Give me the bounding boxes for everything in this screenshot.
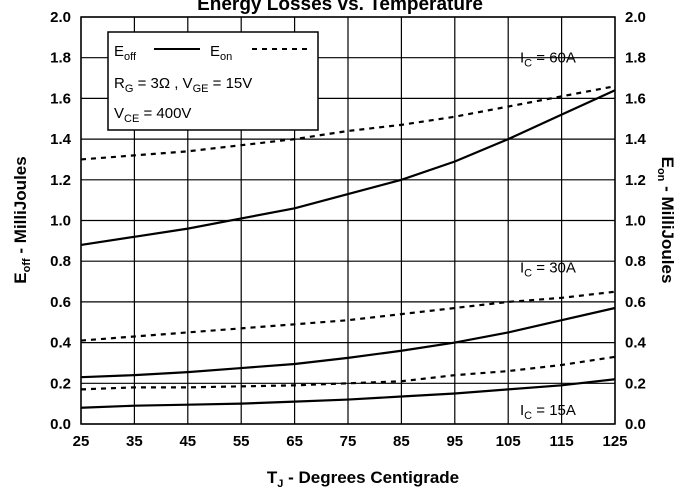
y-tick-label-left: 1.4 (50, 131, 72, 148)
x-tick-label: 125 (602, 433, 627, 450)
x-ticks: 25 35 45 55 65 75 85 95 105 115 125 (73, 433, 628, 450)
x-tick-label: 35 (126, 433, 143, 450)
plot-frame (80, 16, 616, 425)
series-eoff-30A (80, 306, 616, 379)
series-eoff-60A (80, 89, 616, 247)
curve-label-15a: IC = 15A (520, 402, 576, 422)
curve-label-30a: IC = 30A (520, 259, 576, 279)
plot-area (80, 85, 616, 409)
legend-vce: VCE = 400V (114, 105, 191, 125)
y-tick-label-right: 1.8 (625, 50, 646, 67)
y-tick-label-right: 0.4 (625, 335, 647, 352)
y-tick-label-right: 1.6 (625, 90, 646, 107)
y-tick-label-right: 1.0 (625, 213, 646, 230)
y-tick-label-left: 1.0 (50, 213, 71, 230)
grid (80, 16, 616, 425)
y-tick-label-right: 0.6 (625, 294, 646, 311)
x-tick-label: 55 (233, 433, 250, 450)
chart-title: Energy Losses vs. Temperature (197, 0, 483, 15)
series-eoff-15A (80, 378, 616, 409)
y-tick-label-left: 0.2 (50, 375, 71, 392)
legend-eon-label: Eon (210, 43, 232, 63)
y-tick-label-left: 1.2 (50, 172, 71, 189)
x-tick-label: 95 (446, 433, 463, 450)
x-axis-title: TJ - Degrees Centigrade (267, 468, 459, 489)
x-tick-label: 75 (340, 433, 357, 450)
x-tick-label: 105 (496, 433, 521, 450)
legend: Eoff Eon RG = 3Ω , VGE = 15V VCE = 400V (107, 31, 319, 131)
y-tick-label-right: 2.0 (625, 9, 646, 26)
curve-labels: IC = 60A IC = 30A IC = 15A (520, 50, 576, 422)
y-axis-title-left: Eoff - MilliJoules (11, 156, 33, 283)
curve-label-60a: IC = 60A (520, 50, 576, 70)
y-tick-label-left: 0.8 (50, 253, 71, 270)
y-ticks-right: 0.0 0.2 0.4 0.6 0.8 1.0 1.2 1.4 1.6 1.8 2.0 (625, 9, 647, 433)
y-tick-label-left: 1.6 (50, 90, 71, 107)
y-tick-label-right: 0.8 (625, 253, 646, 270)
y-tick-label-left: 0.0 (50, 416, 71, 433)
legend-rg-vge: RG = 3Ω , VGE = 15V (114, 75, 252, 95)
y-tick-label-right: 0.2 (625, 375, 646, 392)
y-tick-label-left: 1.8 (50, 50, 71, 67)
y-tick-label-right: 1.2 (625, 172, 646, 189)
y-tick-label-left: 2.0 (50, 9, 71, 26)
legend-eoff-label: Eoff (114, 43, 137, 63)
x-tick-label: 45 (179, 433, 196, 450)
x-tick-label: 25 (73, 433, 90, 450)
y-ticks-left: 0.0 0.2 0.4 0.6 0.8 1.0 1.2 1.4 1.6 1.8 2.0 (50, 9, 72, 433)
x-tick-label: 115 (549, 433, 573, 450)
x-tick-label: 85 (393, 433, 410, 450)
y-tick-label-right: 1.4 (625, 131, 647, 148)
y-tick-label-left: 0.4 (50, 335, 72, 352)
y-tick-label-right: 0.0 (625, 416, 646, 433)
y-tick-label-left: 0.6 (50, 294, 71, 311)
y-axis-title-right: Eon - MilliJoules (655, 157, 677, 284)
x-tick-label: 65 (286, 433, 303, 450)
